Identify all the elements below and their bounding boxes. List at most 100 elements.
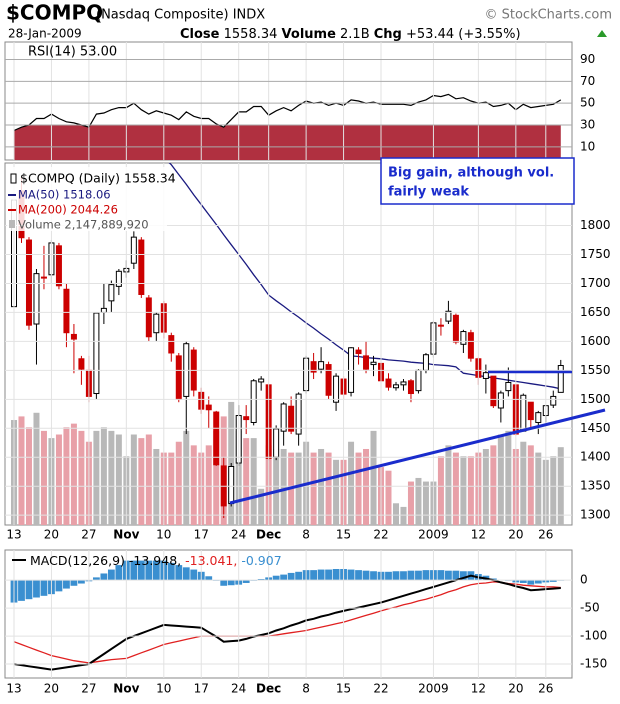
macd-hist [115, 565, 123, 581]
legend-volume: Volume 2,147,889,920 [18, 218, 149, 232]
volume-bar [25, 427, 32, 525]
candle-body [520, 394, 527, 432]
x-tick-label: Dec [256, 528, 281, 542]
y-tick-label: 1750 [580, 247, 611, 261]
x-tick-label: 20 [508, 682, 523, 696]
macd-hist [205, 576, 213, 581]
candle-body [273, 428, 280, 458]
candle-body [213, 411, 220, 466]
candle-body [497, 392, 504, 409]
symbol: $COMPQ [6, 1, 103, 25]
annotation: fairly weak [388, 185, 469, 200]
candle-body [130, 236, 137, 264]
macd-hist [392, 571, 400, 581]
volume-bar [295, 452, 302, 525]
macd-hist [325, 569, 332, 581]
volume-bar [467, 456, 474, 525]
macd-hist [257, 579, 265, 581]
macd-hist [100, 573, 108, 581]
macd-hist [452, 570, 460, 581]
candle-body [527, 401, 534, 421]
macd-hist [107, 569, 115, 581]
candle-body [333, 375, 340, 403]
candle-body [490, 375, 497, 407]
candle-body [288, 405, 295, 432]
source: © StockCharts.com [484, 8, 612, 23]
y-tick-label: 1350 [580, 479, 611, 493]
x-tick-label: 26 [538, 682, 553, 696]
volume-bar [363, 448, 370, 525]
volume-bar [175, 441, 182, 525]
volume-bar [392, 503, 399, 525]
volume-bar [505, 430, 512, 525]
macd-hist [385, 571, 392, 581]
candle-body [153, 313, 160, 334]
candle-body [280, 403, 287, 432]
x-tick-label: 20 [508, 528, 523, 542]
candle-body [318, 361, 325, 370]
volume-bar [415, 477, 422, 525]
macd-hist [40, 580, 48, 596]
candle-body [460, 331, 467, 345]
x-tick-label: 10 [156, 528, 171, 542]
volume-bar [138, 438, 145, 525]
x-tick-label: 24 [231, 528, 246, 542]
y-tick-label: -100 [580, 629, 607, 643]
x-tick-label: 22 [373, 528, 388, 542]
macd-hist [362, 570, 370, 581]
volume-bar [250, 438, 257, 525]
close-label: Close [180, 27, 220, 42]
macd-panel [10, 560, 565, 671]
macd-hist [415, 570, 422, 581]
main-panel [11, 163, 564, 525]
legend-ma50: MA(50) 1518.06 [18, 188, 111, 202]
macd-hist [437, 570, 445, 581]
volume-bar [55, 434, 62, 525]
volume-bar [273, 448, 280, 525]
x-tick-label: Nov [113, 682, 139, 696]
macd-hist [310, 570, 317, 581]
macd-hist [33, 580, 40, 598]
volume-bar [153, 448, 160, 525]
volume-bar [452, 452, 459, 525]
macd-hist [295, 571, 303, 581]
macd-hist [152, 560, 160, 581]
volume-bar [70, 423, 77, 525]
y-tick-label: 30 [580, 118, 595, 132]
x-tick-label: 15 [336, 682, 351, 696]
x-tick-label: 13 [6, 682, 21, 696]
x-tick-label: 24 [231, 682, 246, 696]
macd-hist [220, 580, 228, 586]
ma50-line [168, 163, 561, 390]
x-tick-label: 8 [302, 528, 310, 542]
candle-body [557, 365, 564, 393]
volume-bar [460, 456, 467, 525]
candle-body [93, 312, 100, 395]
candle-body [535, 412, 542, 423]
macd-hist [332, 569, 340, 581]
volume-bar [550, 456, 557, 525]
macd-hist [92, 577, 100, 581]
signal-line [13, 581, 561, 664]
y-tick-label: 1600 [580, 334, 611, 348]
candle-body [392, 384, 399, 389]
candle-body [138, 239, 145, 295]
candle-body [550, 395, 557, 406]
volume-bar [93, 430, 100, 525]
volume-bar [482, 448, 489, 525]
volume-bar [258, 488, 265, 525]
macd-hist [227, 580, 235, 586]
volume-bar [280, 448, 287, 525]
candle-body [205, 404, 212, 411]
macd-hist [63, 580, 70, 589]
volume-bar [33, 412, 40, 525]
x-tick-label: 12 [471, 528, 486, 542]
y-tick-label: 1450 [580, 421, 611, 435]
volume-bar [407, 481, 414, 525]
y-tick-label: 1700 [580, 276, 611, 290]
volume-bar [333, 459, 340, 525]
volume-bar [78, 430, 85, 525]
volume-bar [190, 445, 197, 525]
macd-hist [280, 574, 288, 581]
